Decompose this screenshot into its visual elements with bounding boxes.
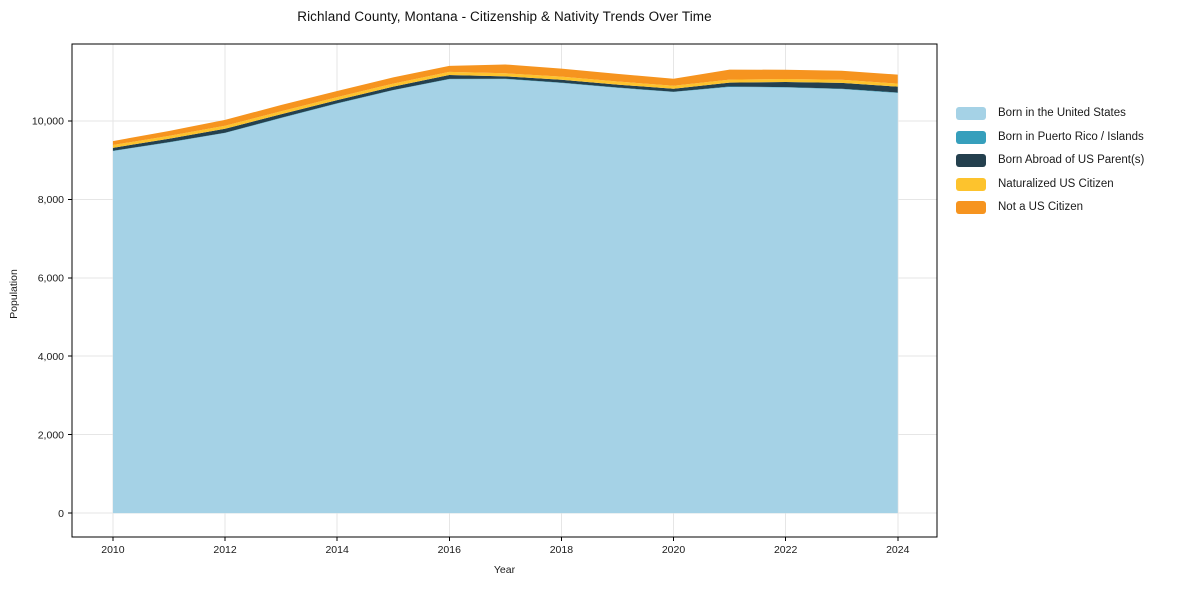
area-series-3 bbox=[112, 71, 898, 148]
legend-swatch-born-us bbox=[956, 107, 986, 121]
x-tick-label: 2024 bbox=[886, 544, 910, 556]
x-tick-label: 2022 bbox=[774, 544, 798, 556]
area-series-4 bbox=[112, 64, 898, 145]
legend: Born in the United States Born in Puerto… bbox=[956, 107, 1144, 215]
y-tick-label: 8,000 bbox=[38, 194, 64, 206]
legend-item-naturalized: Naturalized US Citizen bbox=[956, 178, 1144, 192]
plot-border bbox=[71, 43, 938, 538]
legend-item-not-citizen: Not a US Citizen bbox=[956, 201, 1144, 215]
x-tick-label: 2020 bbox=[662, 544, 686, 556]
legend-item-born-us: Born in the United States bbox=[956, 107, 1144, 121]
y-tick-label: 10,000 bbox=[32, 116, 64, 128]
area-series-2 bbox=[112, 74, 898, 151]
y-tick-label: 4,000 bbox=[38, 351, 64, 363]
legend-swatch-puerto-rico bbox=[956, 130, 986, 144]
legend-swatch-not-citizen bbox=[956, 201, 986, 215]
x-tick-label: 2010 bbox=[101, 544, 125, 556]
area-series-0 bbox=[112, 79, 898, 514]
axis-ticks bbox=[68, 120, 899, 541]
legend-item-puerto-rico: Born in Puerto Rico / Islands bbox=[956, 131, 1144, 145]
x-tick-label: 2016 bbox=[438, 544, 462, 556]
chart-title: Richland County, Montana - Citizenship &… bbox=[297, 9, 712, 24]
x-axis-label: Year bbox=[493, 564, 516, 576]
legend-label-naturalized: Naturalized US Citizen bbox=[998, 177, 1114, 190]
legend-label-born-us: Born in the United States bbox=[998, 107, 1126, 119]
legend-item-born-abroad: Born Abroad of US Parent(s) bbox=[956, 154, 1144, 168]
legend-label-puerto-rico: Born in Puerto Rico / Islands bbox=[998, 130, 1144, 143]
tick-labels: 2010 2012 2014 2016 2018 2020 2022 2024 0 2,000 4,… bbox=[32, 116, 910, 556]
legend-label-not-citizen: Not a US Citizen bbox=[998, 201, 1084, 213]
y-tick-label: 0 bbox=[58, 508, 64, 520]
y-tick-label: 6,000 bbox=[38, 272, 64, 284]
stacked-areas bbox=[112, 64, 898, 514]
x-tick-label: 2014 bbox=[325, 544, 349, 556]
legend-label-born-abroad: Born Abroad of US Parent(s) bbox=[998, 154, 1145, 166]
y-tick-label: 2,000 bbox=[38, 429, 64, 441]
x-tick-label: 2012 bbox=[213, 544, 237, 556]
x-tick-label: 2018 bbox=[550, 544, 574, 556]
legend-swatch-naturalized bbox=[956, 177, 986, 191]
y-axis-label: Population bbox=[8, 269, 20, 319]
legend-swatch-born-abroad bbox=[956, 154, 986, 168]
